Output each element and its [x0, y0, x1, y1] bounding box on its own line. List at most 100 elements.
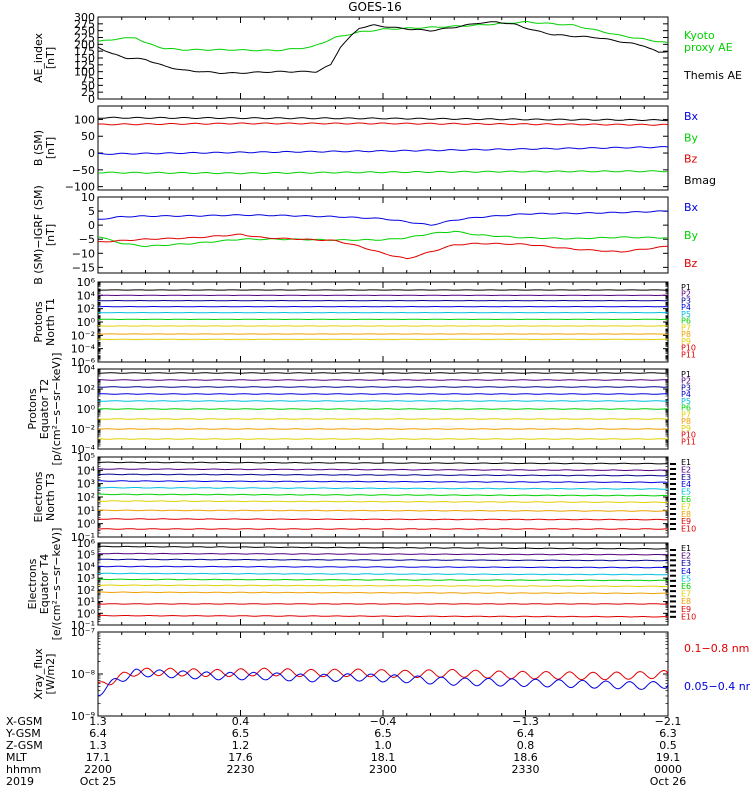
- x-tick-value: 0.5: [659, 739, 677, 752]
- legend-themis-ae: Themis AE: [683, 69, 742, 82]
- y-axis-title: Xray_flux: [32, 648, 45, 700]
- y-axis-title: Electrons: [26, 558, 39, 609]
- legend-by: By: [684, 131, 699, 144]
- legend-p6: P6: [681, 317, 691, 326]
- channel-marker: [670, 523, 676, 525]
- legend-p3: P3: [681, 296, 691, 305]
- legend-p9: P9: [681, 337, 691, 346]
- panel-frame: [97, 281, 669, 363]
- series-line-bx: [98, 210, 669, 226]
- y-tick-label: 150: [74, 52, 95, 65]
- y-tick-label: 10⁻⁶: [71, 356, 96, 369]
- legend-p11: P11: [681, 437, 696, 446]
- legend-e3: E3: [681, 559, 691, 568]
- y-tick-label: 10⁶: [77, 537, 96, 550]
- legend-e10: E10: [681, 612, 696, 621]
- x-tick-value: 1.3: [89, 715, 107, 728]
- y-tick-label: 75: [81, 73, 95, 86]
- legend-bz: Bz: [684, 153, 698, 166]
- x-tick-value: 6.5: [232, 727, 250, 740]
- y-axis-title: [W/m2]: [44, 654, 57, 695]
- y-tick-label: 100: [74, 113, 95, 126]
- x-tick-value: 2300: [369, 763, 397, 776]
- channel-marker: [670, 585, 676, 587]
- x-tick-value: 18.6: [513, 751, 538, 764]
- series-line-0-05-0-4-nm: [97, 668, 669, 697]
- legend-e2: E2: [681, 465, 691, 474]
- y-tick-label: 10: [81, 191, 95, 204]
- legend-bmag: Bmag: [684, 174, 716, 187]
- legend-p4: P4: [681, 390, 691, 399]
- channel-marker: [670, 549, 676, 551]
- x-row-label-x-gsm: X-GSM: [6, 715, 42, 728]
- y-tick-label: 10⁻⁹: [71, 710, 95, 723]
- legend-e5: E5: [681, 488, 691, 497]
- y-axis-title: B (SM)−IGRF (SM): [32, 185, 45, 285]
- legend-p4: P4: [681, 303, 691, 312]
- series-line-bz: [97, 122, 669, 126]
- x-row-label-hhmm: hhmm: [6, 763, 41, 776]
- channel-marker: [670, 503, 676, 505]
- legend-bx: Bx: [684, 201, 699, 214]
- legend-p7: P7: [681, 323, 691, 332]
- figure-title: GOES-16: [348, 0, 402, 14]
- legend-by: By: [684, 229, 699, 242]
- y-tick-label: 275: [74, 18, 95, 31]
- y-tick-label: 10¹: [77, 596, 95, 609]
- x-tick-value: Oct 26: [650, 775, 687, 788]
- series-line-e5: [97, 572, 668, 576]
- y-tick-label: 10⁰: [77, 403, 96, 416]
- channel-marker: [670, 498, 676, 500]
- y-tick-label: 225: [74, 32, 95, 45]
- x-tick-value: 2330: [512, 763, 540, 776]
- series-line-e2: [98, 468, 668, 472]
- y-tick-label: 10⁻⁴: [71, 443, 96, 456]
- x-tick-value: 2230: [227, 763, 255, 776]
- channel-marker: [670, 554, 676, 557]
- y-tick-label: −50: [72, 164, 95, 177]
- y-tick-label: 10⁴: [77, 289, 96, 302]
- y-axis-title: North T3: [44, 473, 57, 521]
- panel-5: 10⁻⁴ 10⁻² 10⁰ 10² 10⁴ Protons Equator T2 [p/(cm…: [26, 353, 696, 466]
- series-line-bmag: [97, 116, 669, 122]
- y-tick-label: 10³: [77, 572, 95, 585]
- y-tick-label: 10²: [77, 491, 95, 504]
- series-line-e4: [98, 565, 669, 569]
- series-line-bz: [98, 233, 669, 260]
- series-line-e6: [98, 578, 669, 582]
- series-line-e3: [98, 473, 668, 477]
- series-line-e2: [97, 552, 669, 556]
- legend-e6: E6: [681, 582, 691, 591]
- channel-marker: [670, 569, 676, 572]
- series-line-e7: [98, 584, 669, 588]
- y-tick-label: 10²: [77, 584, 95, 597]
- x-tick-value: 6.4: [517, 727, 535, 740]
- series-line-e10: [97, 614, 669, 618]
- legend-p1: P1: [681, 283, 691, 292]
- series-line-e1: [97, 545, 669, 550]
- legend-1: 0.1−0.8 nm: [684, 642, 749, 655]
- x-tick-value: 1.3: [89, 739, 107, 752]
- legend-bz: Bz: [684, 257, 698, 270]
- y-axis-title: Equator T2: [38, 379, 51, 439]
- legend-p9: P9: [681, 424, 691, 433]
- x-tick-value: 2200: [84, 763, 112, 776]
- legend-p1: P1: [681, 370, 691, 379]
- y-axis-title: B (SM): [32, 130, 45, 166]
- legend-e4: E4: [681, 567, 691, 576]
- panel-frame: [97, 631, 669, 717]
- y-tick-label: 10⁻⁸: [71, 668, 96, 681]
- x-tick-value: −2.1: [655, 715, 682, 728]
- y-tick-label: 10⁻⁷: [71, 626, 95, 639]
- legend-e8: E8: [681, 510, 691, 519]
- x-row-label-z-gsm: Z-GSM: [6, 739, 43, 752]
- legend-e6: E6: [681, 495, 691, 504]
- legend-p7: P7: [681, 410, 691, 419]
- y-axis-title: North T1: [44, 298, 57, 346]
- channel-marker: [670, 478, 676, 480]
- legend-bx: Bx: [684, 110, 699, 123]
- x-tick-value: 18.1: [371, 751, 396, 764]
